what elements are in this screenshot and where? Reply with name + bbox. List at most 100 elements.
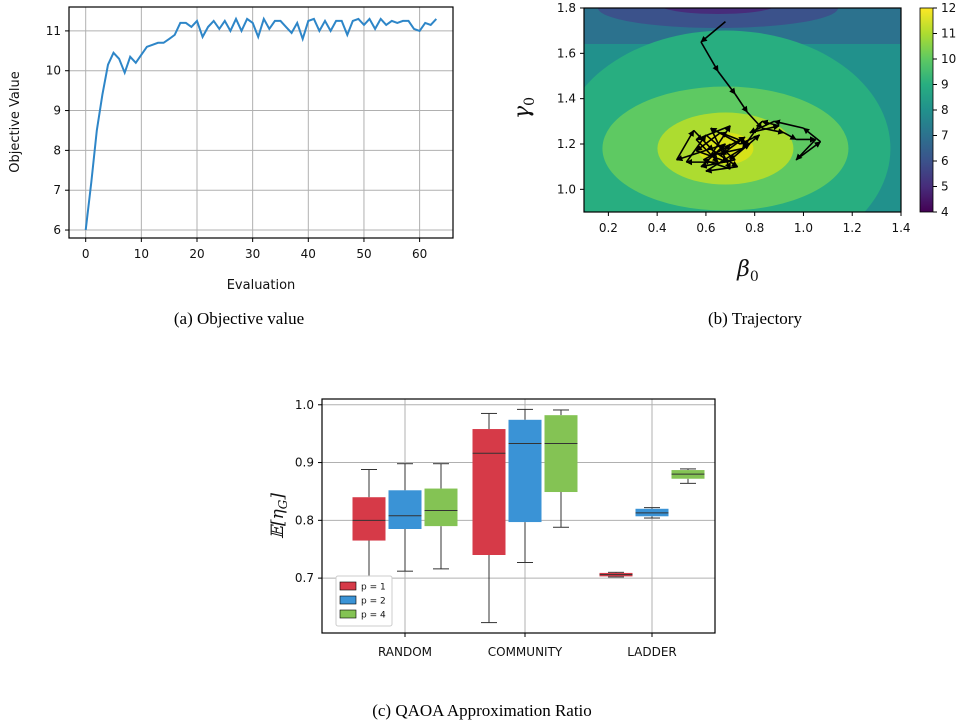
c-ytick-label: 1.0 <box>295 398 314 412</box>
colorbar-tick-label: 8 <box>941 103 949 117</box>
a-ytick-label: 9 <box>53 104 61 118</box>
objective-line <box>84 16 438 231</box>
objective-value-chart: 0 10 20 30 40 50 60 6 7 8 9 10 11 Evaluation Objecti… <box>8 6 454 328</box>
box-p=1 <box>472 429 506 555</box>
trajectory-step <box>710 127 741 145</box>
legend-label: p = 1 <box>361 583 386 593</box>
colorbar-tick-label: 9 <box>941 78 949 92</box>
trajectory-step <box>700 41 719 73</box>
a-xtick-label: 60 <box>412 247 427 261</box>
a-xtick-label: 50 <box>356 247 371 261</box>
c-ylabel: 𝔼[ηG] <box>268 493 290 539</box>
trajectory-step <box>693 129 714 152</box>
colorbar-tick-label: 5 <box>941 180 949 194</box>
trajectory-step <box>761 119 780 127</box>
c-boxes <box>352 408 705 624</box>
trajectory-chart: 0.2 0.4 0.6 0.8 1.0 1.2 1.41.01.21.41.61.8 β0 … <box>510 1 956 328</box>
a-xtick-label: 10 <box>134 247 149 261</box>
a-ytick-label: 7 <box>53 183 61 197</box>
trajectory-step <box>727 134 761 163</box>
colorbar-tick-label: 4 <box>941 205 949 219</box>
b-xlabel-subscript: 0 <box>750 269 759 285</box>
c-ylabel-subscript: G <box>276 499 290 509</box>
trajectory-step <box>700 20 726 43</box>
trajectory-step <box>675 129 695 161</box>
trajectory-step <box>719 143 731 156</box>
a-ytick-label: 11 <box>46 24 61 38</box>
b-ylabel-text: γ <box>510 105 535 119</box>
a-xtick-label: 0 <box>82 247 90 261</box>
box-p=2 <box>508 419 542 523</box>
colorbar-ticks: 4 5 6 7 8 9 10 11 12 <box>933 1 956 219</box>
colorbar-tick-label: 12 <box>941 1 956 15</box>
a-xlabel: Evaluation <box>227 278 296 293</box>
trajectory-step <box>705 165 738 174</box>
b-xtick-label: 1.2 <box>843 221 862 235</box>
b-ytick-label: 1.0 <box>557 182 576 196</box>
trajectory-step <box>802 127 822 143</box>
b-ytick-label: 1.6 <box>557 46 576 60</box>
c-xtick-label: LADDER <box>627 645 677 659</box>
b-ytick-label: 1.2 <box>557 137 576 151</box>
b-xtick-label: 0.4 <box>648 221 667 235</box>
box-p=1 <box>352 497 386 541</box>
trajectory-step <box>734 93 749 113</box>
trajectory-step <box>773 119 804 129</box>
legend-swatch <box>339 609 357 619</box>
c-ytick-label: 0.7 <box>295 571 314 585</box>
b-xtick-label: 1.4 <box>891 221 910 235</box>
colorbar-tick-label: 11 <box>941 27 956 41</box>
a-caption: (a) Objective value <box>174 309 304 328</box>
c-xtick-label: COMMUNITY <box>488 645 563 659</box>
b-xlabel-text: β <box>736 257 750 282</box>
trajectory-step <box>702 158 731 170</box>
c-ylabel-text: 𝔼[η <box>268 508 288 539</box>
a-grid <box>69 7 453 238</box>
c-ylabel-bracket: ] <box>268 493 288 501</box>
trajectory-step <box>717 70 736 95</box>
trajectory-step <box>720 136 746 156</box>
c-caption: (c) QAOA Approximation Ratio <box>372 701 592 720</box>
b-ticks: 0.2 0.4 0.6 0.8 1.0 1.2 1.4 1.0 1.2 1.4 1.6 1.8 <box>557 1 911 235</box>
c-xtick-label: RANDOM <box>378 645 432 659</box>
trajectory-step <box>783 131 797 141</box>
b-xtick-label: 0.8 <box>745 221 764 235</box>
legend-swatch <box>339 595 357 605</box>
b-ytick-label: 1.4 <box>557 92 576 106</box>
a-ytick-label: 6 <box>53 223 61 237</box>
b-xtick-label: 0.6 <box>696 221 715 235</box>
contour-top-core <box>663 8 773 14</box>
trajectory-path <box>675 20 822 174</box>
trajectory-step <box>695 132 722 152</box>
b-xtick-label: 1.0 <box>794 221 813 235</box>
b-caption: (b) Trajectory <box>708 309 802 328</box>
b-axes-frame <box>583 7 902 213</box>
a-ytick-label: 8 <box>53 143 61 157</box>
c-legend: p = 1 p = 2 p = 4 <box>335 575 393 627</box>
c-ytick-label: 0.9 <box>295 456 314 470</box>
contour-top-peak <box>598 8 838 28</box>
legend-label: p = 4 <box>361 611 386 621</box>
a-ytick-label: 10 <box>46 64 61 78</box>
a-xtick-label: 30 <box>245 247 260 261</box>
a-xtick-label: 20 <box>189 247 204 261</box>
colorbar <box>919 7 934 213</box>
colorbar-tick-label: 6 <box>941 154 949 168</box>
b-xlabel: β0 <box>736 257 759 285</box>
box-p=4 <box>544 415 578 493</box>
b-ylabel: γ0 <box>510 97 538 119</box>
trajectory-step <box>795 141 822 161</box>
legend-swatch <box>339 581 357 591</box>
colorbar-tick-label: 7 <box>941 129 949 143</box>
box-p=4 <box>424 488 458 527</box>
a-ticks: 0 10 20 30 40 50 60 6 7 8 9 10 11 <box>46 24 428 261</box>
b-ylabel-subscript: 0 <box>522 97 538 106</box>
a-xtick-label: 40 <box>301 247 316 261</box>
a-axes-frame <box>68 6 454 239</box>
b-ytick-label: 1.8 <box>557 1 576 15</box>
legend-label: p = 2 <box>361 597 386 607</box>
c-ytick-label: 0.8 <box>295 513 314 527</box>
a-ylabel: Objective Value <box>8 71 23 172</box>
b-xtick-label: 0.2 <box>599 221 618 235</box>
